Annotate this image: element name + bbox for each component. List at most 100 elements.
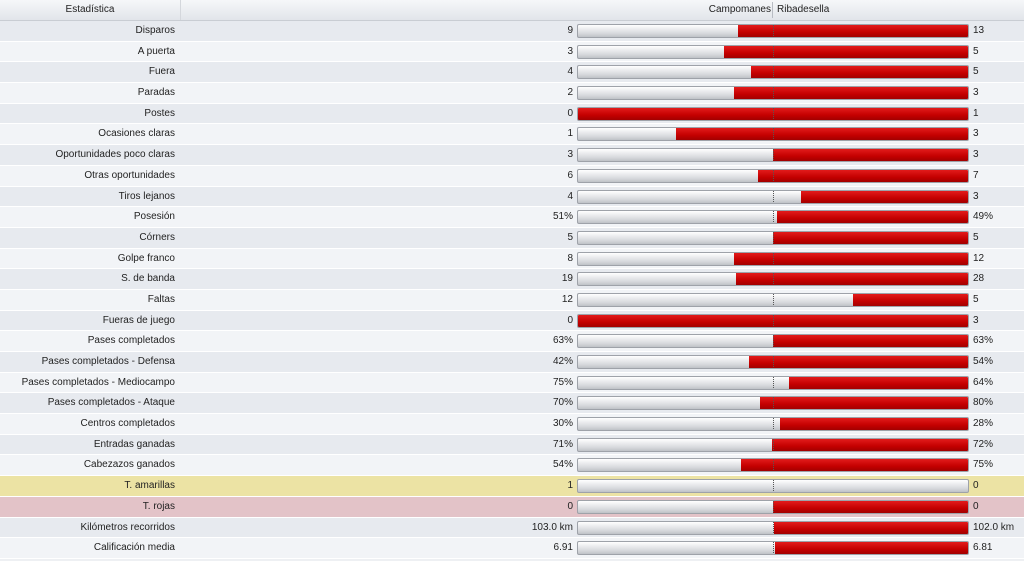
home-value: 19 <box>561 273 573 285</box>
away-value: 63% <box>973 335 994 347</box>
stat-label: Entradas ganadas <box>93 438 175 450</box>
away-value: 49% <box>973 211 994 223</box>
away-value: 3 <box>973 314 979 326</box>
stat-row: A puerta 3 5 <box>0 41 1024 63</box>
stat-label: Ocasiones claras <box>98 128 175 140</box>
stat-column-header[interactable]: Estadística <box>0 0 181 20</box>
stat-row: S. de banda 19 28 <box>0 269 1024 290</box>
away-share-fill <box>779 418 968 431</box>
away-value: 12 <box>973 252 985 264</box>
comparison-bar <box>577 417 969 432</box>
stat-row: Postes 0 1 <box>0 103 1024 125</box>
comparison-bar <box>577 24 969 38</box>
home-value: 75% <box>552 376 573 388</box>
away-share-fill <box>773 149 968 162</box>
comparison-bar <box>577 65 969 80</box>
comparison-bar <box>577 437 969 452</box>
stat-label: Pases completados - Ataque <box>47 397 175 409</box>
stat-label: Cabezazos ganados <box>83 459 175 471</box>
away-share-fill <box>734 87 968 100</box>
home-team-header[interactable]: Campomanes <box>708 4 771 15</box>
comparison-bar <box>577 189 969 204</box>
stat-row: Disparos 9 13 <box>0 21 1024 42</box>
away-share-fill <box>773 335 968 348</box>
away-value: 0 <box>973 500 979 512</box>
stat-label: Disparos <box>135 25 175 36</box>
stat-label: T. amarillas <box>124 480 175 492</box>
home-value: 51% <box>552 211 573 223</box>
stat-row: Pases completados - Mediocampo 75% 64% <box>0 372 1024 394</box>
away-share-fill <box>724 45 968 58</box>
stat-label: Kilómetros recorridos <box>80 521 175 533</box>
stat-row: Fuera 4 5 <box>0 62 1024 84</box>
away-team-header[interactable]: Ribadesella <box>777 4 830 15</box>
header-divider <box>772 2 773 18</box>
midpoint-marker <box>773 87 774 100</box>
midpoint-marker <box>773 314 774 327</box>
away-share-fill <box>760 397 968 410</box>
midpoint-marker <box>773 128 774 141</box>
midpoint-marker <box>773 500 774 513</box>
away-value: 13 <box>973 25 985 36</box>
away-share-fill <box>735 273 968 286</box>
away-value: 28% <box>973 418 994 430</box>
comparison-bar <box>577 313 969 328</box>
home-value: 42% <box>552 356 573 367</box>
stat-row: Paradas 2 3 <box>0 83 1024 104</box>
away-value: 64% <box>973 376 994 388</box>
away-share-fill <box>773 231 968 244</box>
stat-label: Córners <box>139 231 175 243</box>
stat-row: Tiros lejanos 4 3 <box>0 186 1024 208</box>
home-value: 9 <box>567 25 573 36</box>
home-value: 30% <box>552 418 573 430</box>
home-value: 1 <box>567 480 573 492</box>
home-value: 103.0 km <box>531 521 573 533</box>
comparison-bar <box>577 499 969 514</box>
comparison-bar <box>577 210 969 225</box>
away-share-fill <box>758 169 968 182</box>
midpoint-marker <box>773 231 774 244</box>
comparison-bar <box>577 127 969 142</box>
stat-row: Faltas 12 5 <box>0 289 1024 311</box>
midpoint-marker <box>773 521 774 534</box>
midpoint-marker <box>773 211 774 224</box>
comparison-bar <box>577 520 969 535</box>
midpoint-marker <box>773 356 774 368</box>
stats-header: Estadística Campomanes Ribadesella <box>0 0 1024 21</box>
midpoint-marker <box>773 335 774 348</box>
away-share-fill <box>788 376 968 389</box>
stat-row: Pases completados - Ataque 70% 80% <box>0 393 1024 415</box>
stat-row: T. rojas 0 0 <box>0 496 1024 518</box>
midpoint-marker <box>773 397 774 410</box>
comparison-bar <box>577 396 969 411</box>
home-value: 4 <box>567 66 573 78</box>
away-share-fill <box>751 66 968 79</box>
comparison-bar <box>577 355 969 369</box>
comparison-bar <box>577 86 969 101</box>
stat-row: T. amarillas 1 0 <box>0 476 1024 497</box>
home-value: 4 <box>567 190 573 202</box>
stat-row: Pases completados - Defensa 42% 54% <box>0 352 1024 373</box>
stat-row: Kilómetros recorridos 103.0 km 102.0 km <box>0 517 1024 539</box>
away-share-fill <box>737 25 968 37</box>
home-value: 6 <box>567 169 573 181</box>
midpoint-marker <box>773 190 774 203</box>
comparison-bar <box>577 375 969 390</box>
away-share-fill <box>734 252 968 265</box>
away-value: 6.81 <box>973 542 993 554</box>
away-value: 80% <box>973 397 994 409</box>
home-value: 2 <box>567 87 573 99</box>
home-value: 8 <box>567 252 573 264</box>
away-share-fill <box>771 438 968 451</box>
away-share-fill <box>776 211 968 224</box>
away-share-fill <box>748 356 968 368</box>
stat-row: Cabezazos ganados 54% 75% <box>0 455 1024 477</box>
stat-row: Fueras de juego 0 3 <box>0 310 1024 332</box>
stat-row: Golpe franco 8 12 <box>0 248 1024 270</box>
midpoint-marker <box>773 459 774 472</box>
comparison-bar <box>577 168 969 183</box>
midpoint-marker <box>773 169 774 182</box>
midpoint-marker <box>773 107 774 120</box>
comparison-bar <box>577 148 969 163</box>
comparison-bar <box>577 230 969 245</box>
